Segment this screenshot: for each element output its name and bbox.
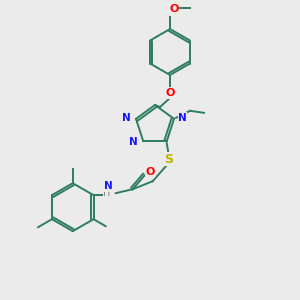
Text: H: H (103, 188, 111, 198)
Text: N: N (104, 181, 113, 191)
Text: O: O (145, 167, 154, 177)
Text: N: N (178, 113, 187, 123)
Text: S: S (164, 153, 173, 166)
Text: N: N (130, 137, 138, 147)
Text: N: N (122, 113, 131, 123)
Text: O: O (169, 4, 179, 14)
Text: O: O (165, 88, 175, 98)
